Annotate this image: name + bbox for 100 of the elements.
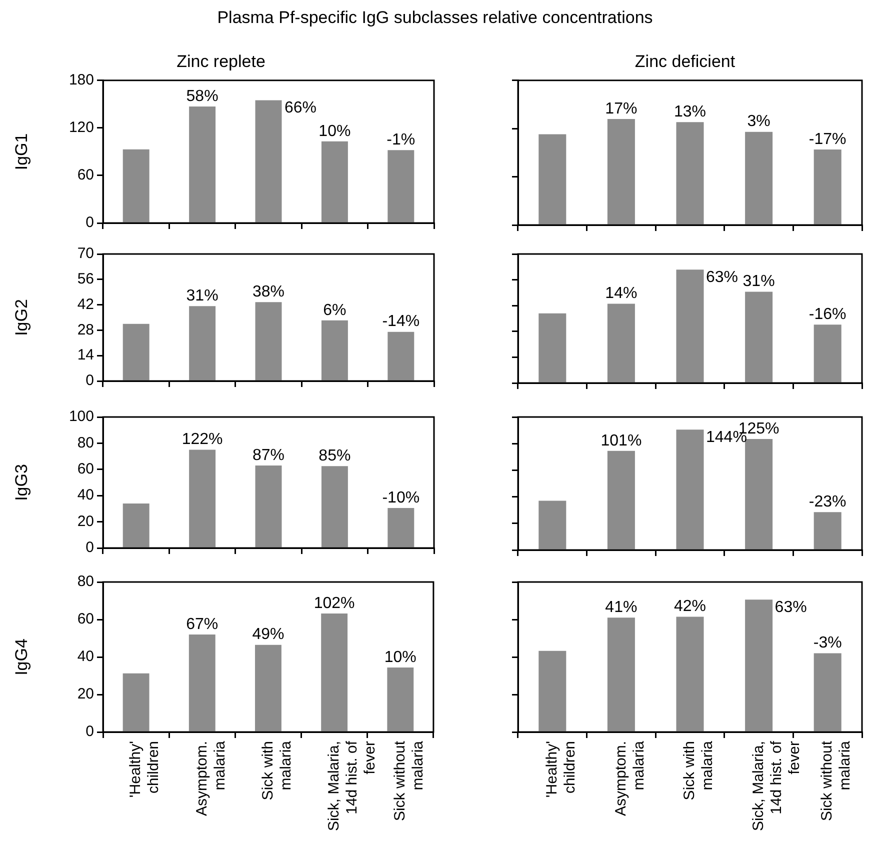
bar [321, 614, 348, 732]
annotation: 49% [252, 626, 284, 644]
x-tick-label: 'Healthy' children [544, 740, 579, 798]
y-tick-label: 120 [68, 119, 94, 136]
y-tick-label: 80 [77, 434, 94, 452]
annotation: -14% [382, 313, 420, 330]
annotation: 67% [186, 616, 218, 633]
annotation: 10% [384, 648, 416, 666]
y-tick-label: 28 [77, 321, 94, 338]
annotation: 101% [600, 432, 642, 450]
bar [676, 616, 704, 732]
bar [538, 650, 566, 732]
bar [814, 653, 842, 732]
y-tick-label: 0 [86, 214, 94, 232]
y-tick-label: 70 [77, 245, 94, 262]
annotation: -23% [808, 494, 846, 510]
bar [607, 450, 635, 550]
annotation: 3% [747, 113, 770, 130]
y-tick-label: 60 [77, 166, 94, 184]
bar [676, 270, 704, 382]
bar [388, 508, 414, 548]
bar [814, 324, 842, 382]
annotation: 13% [674, 104, 706, 121]
y-tick-label: 0 [86, 723, 94, 740]
bar [607, 618, 635, 732]
bar [321, 466, 348, 548]
annotation: 58% [186, 88, 218, 105]
bar [255, 302, 282, 380]
y-tick-label: 80 [77, 573, 94, 590]
annotation: 42% [674, 598, 706, 616]
bar [188, 634, 216, 732]
annotation: 85% [318, 448, 351, 465]
bar [538, 500, 566, 550]
y-tick-label: 20 [77, 512, 94, 530]
x-tick-label: Sick with malaria [681, 740, 716, 800]
annotation: 10% [318, 122, 351, 140]
y-tick-label: 0 [86, 539, 94, 556]
bar [388, 150, 414, 222]
bar [745, 292, 773, 382]
annotation: -10% [382, 489, 420, 506]
bar [607, 304, 635, 382]
bar [122, 324, 150, 380]
bar [607, 118, 635, 224]
annotation: 122% [182, 431, 223, 448]
y-axis-title: IgG1 [12, 133, 31, 170]
x-tick-label: Sick, Malaria, 14d hist. of fever [325, 740, 378, 832]
chart-title: Zinc replete [176, 52, 266, 71]
y-tick-label: 180 [68, 72, 94, 89]
annotation: -1% [386, 132, 416, 149]
y-tick-label: 100 [68, 408, 94, 426]
bar [189, 306, 216, 380]
bar [745, 438, 773, 550]
bar [122, 673, 150, 732]
annotation: 38% [252, 283, 285, 300]
annotation: 66% [284, 100, 317, 117]
y-tick-label: 14 [77, 346, 94, 364]
bar [745, 132, 773, 224]
annotation: 63% [774, 599, 807, 616]
annotation: -3% [813, 634, 842, 652]
bar [745, 600, 773, 732]
y-tick-label: 20 [77, 686, 94, 703]
bar [255, 644, 282, 732]
y-tick-label: 0 [86, 372, 94, 390]
bar [255, 100, 282, 222]
y-axis-title: IgG4 [12, 638, 31, 676]
annotation: 102% [314, 594, 355, 612]
annotation: -17% [808, 130, 846, 148]
bar [676, 122, 704, 224]
y-axis-title: IgG3 [12, 464, 31, 501]
annotation: 31% [742, 273, 775, 290]
annotation: 17% [605, 100, 638, 118]
bar [387, 668, 414, 732]
text: Plasma Pf-specific IgG subclasses relative concentrations [216, 8, 654, 28]
y-tick-label: 60 [77, 460, 94, 478]
annotation: 63% [706, 269, 738, 286]
annotation: 87% [252, 446, 285, 464]
y-tick-label: 40 [77, 648, 94, 666]
bar [676, 430, 704, 550]
x-tick-label: Sick, Malaria, 14d hist. of fever [750, 740, 803, 832]
x-tick-label: 'Healthy' children [127, 740, 162, 798]
bar [321, 141, 348, 222]
bar [122, 503, 150, 548]
chart-title: Zinc deficient [634, 52, 736, 71]
bar [814, 512, 842, 550]
annotation: -16% [808, 306, 846, 323]
y-tick-label: 56 [77, 270, 94, 288]
bar [538, 134, 566, 224]
bar [255, 465, 282, 548]
annotation: 31% [186, 287, 218, 304]
bar [388, 332, 414, 380]
bar [814, 149, 842, 224]
y-axis-title: IgG2 [12, 299, 31, 336]
y-tick-label: 60 [77, 610, 94, 628]
y-tick-label: 40 [77, 486, 94, 504]
bar [538, 313, 566, 382]
bar [321, 320, 348, 380]
annotation: 14% [605, 285, 638, 302]
bar [189, 106, 216, 222]
x-tick-label: Asymptom. malaria [612, 740, 648, 816]
annotation: 6% [323, 302, 346, 319]
